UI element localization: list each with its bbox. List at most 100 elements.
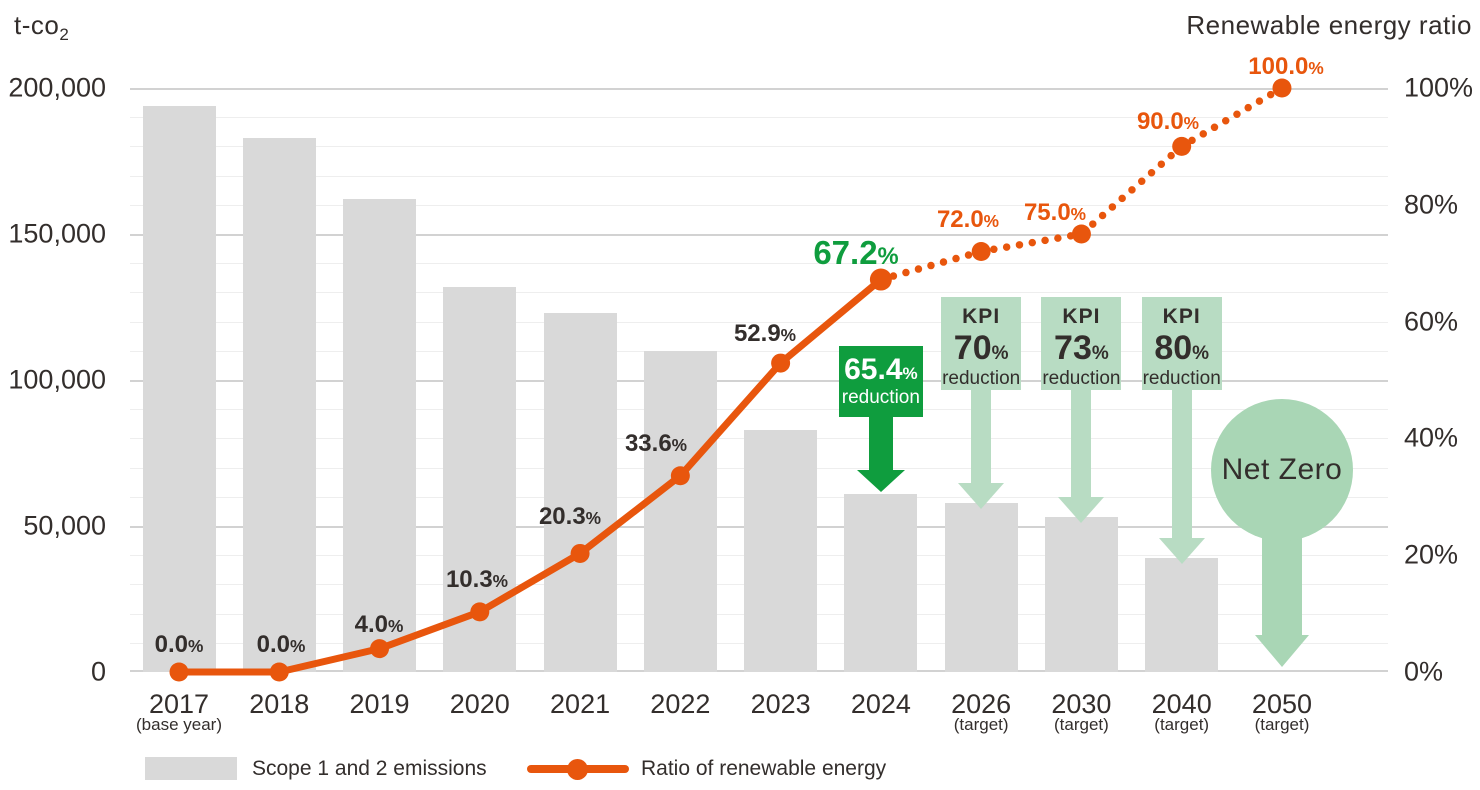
kpi-arrow-shaft-2026 xyxy=(971,388,992,483)
x-note-2040: (target) xyxy=(1154,715,1210,734)
right-tick-0: 0% xyxy=(1404,656,1444,687)
minor-gridline xyxy=(130,204,1388,206)
point-label-2024: 67.2% xyxy=(813,234,898,272)
minor-gridline xyxy=(130,117,1388,119)
point-label-2018: 0.0% xyxy=(257,631,306,659)
kpi-caption: reduction xyxy=(1042,368,1121,389)
line-point-2018 xyxy=(269,662,289,682)
point-label-2040: 90.0% xyxy=(1137,108,1199,136)
kpi-arrow-shaft-2030 xyxy=(1071,388,1092,498)
kpi-arrow-head-2030 xyxy=(1058,497,1105,524)
point-label-number: 90.0 xyxy=(1136,108,1184,135)
net-zero-circle: Net Zero xyxy=(1210,399,1353,541)
point-label-percent: % xyxy=(780,325,797,345)
left-tick-200000: 200,000 xyxy=(8,72,106,103)
point-label-2050: 100.0% xyxy=(1248,53,1323,81)
x-label-2024: 2024 xyxy=(850,689,911,719)
left-tick-0: 0 xyxy=(90,656,106,687)
reduction-2024-value: 65.4% xyxy=(844,353,918,386)
line-point-2019 xyxy=(370,639,390,659)
bar-2018 xyxy=(242,137,316,672)
bar-2021 xyxy=(543,312,617,672)
x-label-2026: 2026 xyxy=(951,689,1012,719)
kpi-box-2030: KPI 73% reduction xyxy=(1041,297,1122,390)
line-point-2040 xyxy=(1172,136,1192,156)
net-zero-arrow-head xyxy=(1254,635,1309,667)
minor-gridline xyxy=(130,350,1388,352)
x-label-2023: 2023 xyxy=(750,689,811,719)
point-label-percent: % xyxy=(492,571,509,591)
x-note-2017: (base year) xyxy=(136,715,222,734)
kpi-title: KPI xyxy=(1162,305,1201,328)
kpi-caption: reduction xyxy=(1142,368,1221,389)
point-label-percent: % xyxy=(671,435,688,455)
point-label-2022: 33.6% xyxy=(625,430,687,458)
point-label-2017: 0.0% xyxy=(155,631,204,659)
bar-2040 xyxy=(1145,558,1219,672)
point-label-number: 33.6 xyxy=(624,430,672,457)
minor-gridline xyxy=(130,409,1388,411)
right-tick-100: 100% xyxy=(1404,72,1474,103)
legend-bar-label: Scope 1 and 2 emissions xyxy=(252,757,487,780)
right-tick-20: 20% xyxy=(1404,539,1459,570)
kpi-title: KPI xyxy=(1062,305,1101,328)
kpi-arrow-head-2040 xyxy=(1158,538,1205,565)
point-label-percent: % xyxy=(585,508,602,528)
right-tick-60: 60% xyxy=(1404,306,1459,337)
line-dotted-segment xyxy=(877,84,1286,284)
kpi-value: 80% xyxy=(1154,329,1210,367)
point-label-percent: % xyxy=(290,636,306,656)
x-label-2022: 2022 xyxy=(650,689,711,719)
point-label-number: 100.0 xyxy=(1248,53,1309,80)
point-label-percent: % xyxy=(1183,113,1200,133)
left-axis-ticks: 200,000 150,000 100,000 50,000 0 xyxy=(0,73,106,687)
left-tick-100000: 100,000 xyxy=(8,364,106,395)
net-zero-label: Net Zero xyxy=(1221,453,1343,486)
point-label-percent: % xyxy=(1070,204,1087,224)
bar-2030 xyxy=(1044,517,1118,672)
x-label-2017: 2017 xyxy=(148,689,210,719)
point-label-2026: 72.0% xyxy=(937,206,999,234)
point-label-percent: % xyxy=(188,636,204,656)
reduction-2024-box: 65.4% reduction xyxy=(838,346,923,417)
kpi-arrow-shaft-2040 xyxy=(1171,388,1192,539)
right-axis-title: Renewable energy ratio xyxy=(1186,10,1472,40)
reduction-2024-arrow-shaft xyxy=(868,417,893,470)
left-axis-title: t-co2 xyxy=(14,10,69,45)
reduction-2024-arrow-head xyxy=(856,469,905,492)
point-label-percent: % xyxy=(877,243,899,270)
x-label-2030: 2030 xyxy=(1051,689,1112,719)
point-label-number: 20.3 xyxy=(538,503,586,530)
minor-gridline xyxy=(130,263,1388,265)
plot-area: KPI 70% reduction KPI 73% reduction KPI 80% redu… xyxy=(130,53,1388,682)
point-label-number: 4.0 xyxy=(354,611,389,638)
left-axis-title-text: t-co xyxy=(14,10,60,40)
point-label-2019: 4.0% xyxy=(355,611,404,639)
bar-2023 xyxy=(744,429,818,672)
point-label-number: 0.0 xyxy=(154,631,189,658)
point-label-2020: 10.3% xyxy=(446,566,508,594)
legend-line-dot-icon xyxy=(567,759,588,780)
bar-2026 xyxy=(944,502,1018,672)
major-gridline xyxy=(130,88,1388,90)
minor-gridline xyxy=(130,292,1388,294)
line-point-2050 xyxy=(1272,78,1292,98)
line-solid-segment xyxy=(179,276,884,676)
bar-2019 xyxy=(343,198,417,672)
point-label-2023: 52.9% xyxy=(734,320,796,348)
right-tick-80: 80% xyxy=(1404,189,1459,220)
minor-gridline xyxy=(130,146,1388,148)
minor-gridline xyxy=(130,175,1388,177)
point-label-percent: % xyxy=(1308,58,1324,78)
kpi-arrow-head-2026 xyxy=(958,482,1005,509)
point-label-number: 52.9 xyxy=(733,320,781,347)
major-gridline xyxy=(130,380,1388,382)
point-label-number: 67.2 xyxy=(813,234,878,271)
point-label-number: 10.3 xyxy=(445,566,493,593)
kpi-box-2040: KPI 80% reduction xyxy=(1141,297,1222,390)
right-tick-40: 40% xyxy=(1404,422,1459,453)
x-label-2021: 2021 xyxy=(550,689,611,719)
line-point-2022 xyxy=(670,466,690,486)
left-tick-50000: 50,000 xyxy=(23,510,106,541)
